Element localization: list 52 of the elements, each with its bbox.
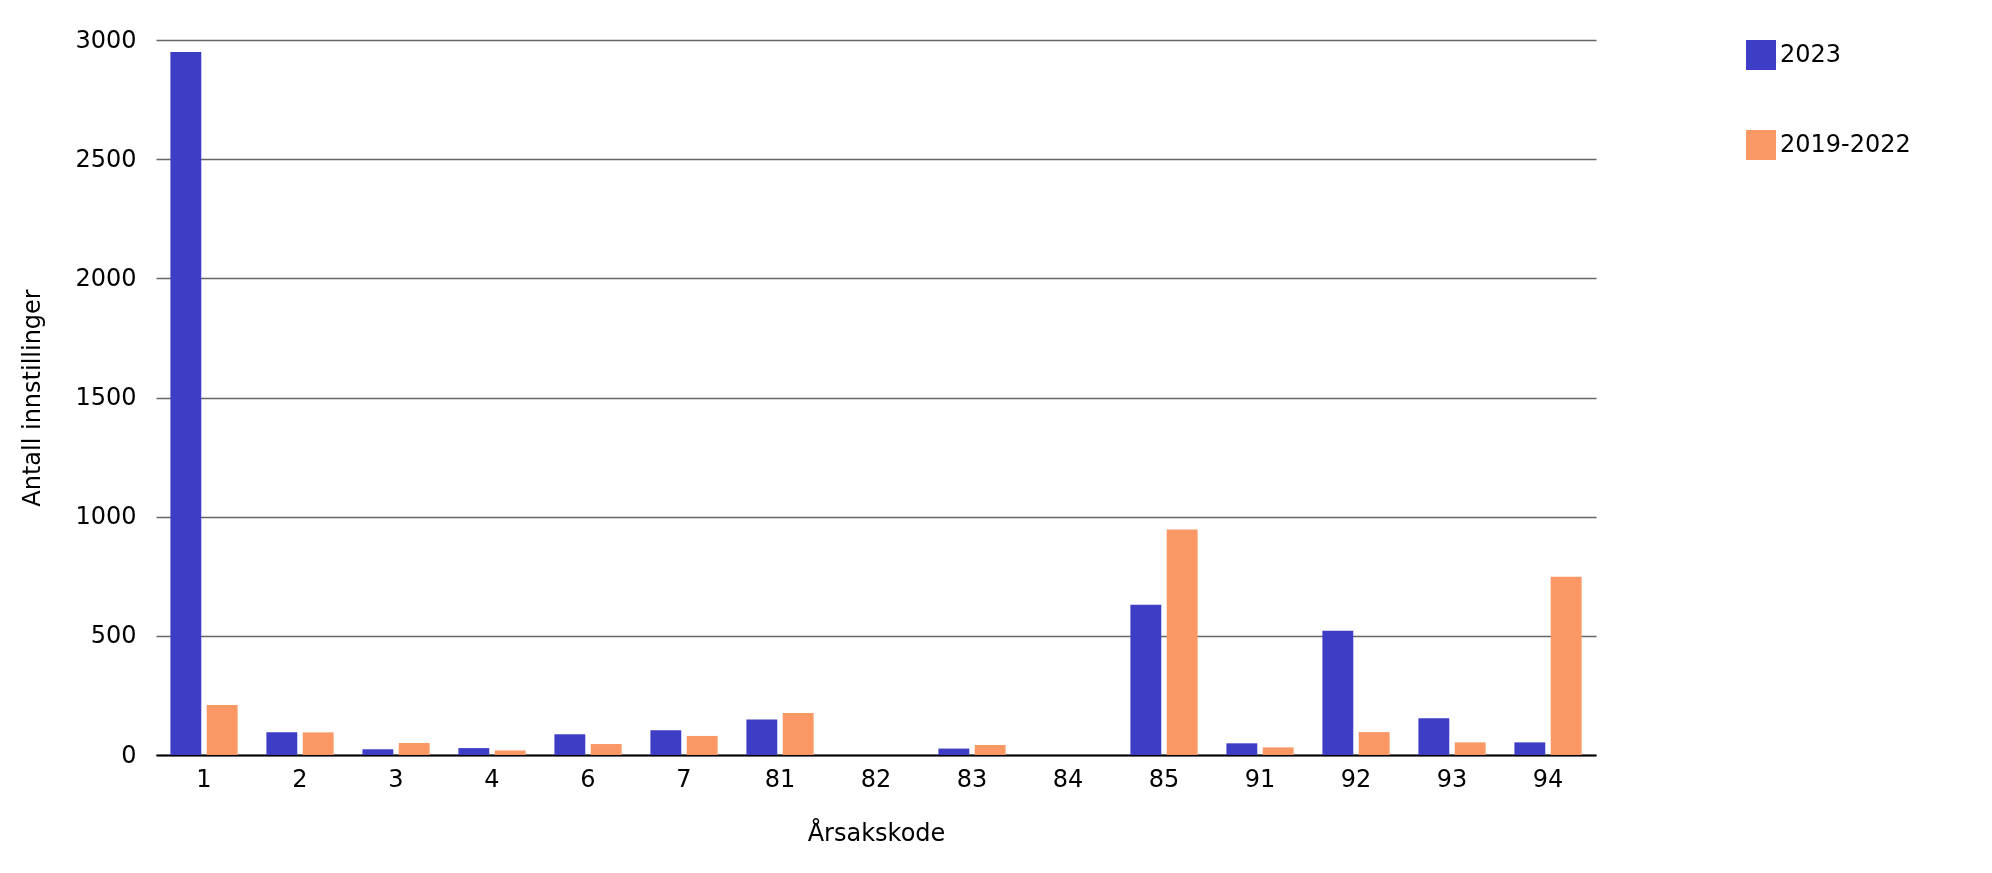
bar [1550,576,1582,755]
bar [1514,742,1546,755]
bar [398,743,430,755]
x-tick-label: 1 [196,764,212,793]
x-tick-label: 4 [484,764,500,793]
y-tick-label: 3000 [75,25,137,54]
bar [590,744,622,755]
bar [1322,630,1354,755]
y-tick-label: 0 [121,740,137,769]
bar [206,704,238,755]
bar [1226,743,1258,755]
bar [170,51,202,755]
y-tick-label: 2500 [75,144,137,173]
bar [554,734,586,755]
y-tick-label: 500 [90,621,137,650]
bar [782,713,814,755]
legend-label: 2023 [1780,40,1842,68]
x-tick-label: 7 [676,764,692,793]
y-tick-label: 2000 [75,263,137,292]
x-tick-label: 83 [956,764,988,793]
bar [1454,742,1486,755]
bar [458,748,490,755]
bar [1166,529,1198,755]
y-tick-label: 1500 [75,383,137,411]
legend-label: 2019-2022 [1780,130,1911,158]
x-tick-label: 81 [764,764,796,793]
bar [938,748,970,755]
bar [1358,732,1390,755]
bar [686,735,718,755]
x-tick-label: 3 [388,764,404,793]
x-tick-label: 82 [860,764,892,793]
bar [494,750,526,755]
bar [746,719,778,755]
x-tick-label: 93 [1436,764,1468,793]
x-tick-label: 91 [1244,764,1276,793]
y-tick-label: 1000 [75,502,137,531]
bar [1262,747,1294,755]
x-tick-label: 2 [292,764,308,793]
x-tick-label: 94 [1532,764,1564,793]
x-tick-label: 85 [1148,764,1180,793]
bar [974,744,1006,755]
x-tick-label: 84 [1052,764,1084,793]
bar [266,732,298,755]
bar [650,730,682,755]
bar [1418,718,1450,755]
y-axis-title: Antall innstillinger [18,289,47,507]
x-axis-title: Årsakskode [807,817,946,847]
x-tick-label: 92 [1340,764,1372,793]
bar [362,749,394,755]
x-tick-label: 6 [580,764,596,793]
bar [302,732,334,755]
bar [1130,604,1162,755]
